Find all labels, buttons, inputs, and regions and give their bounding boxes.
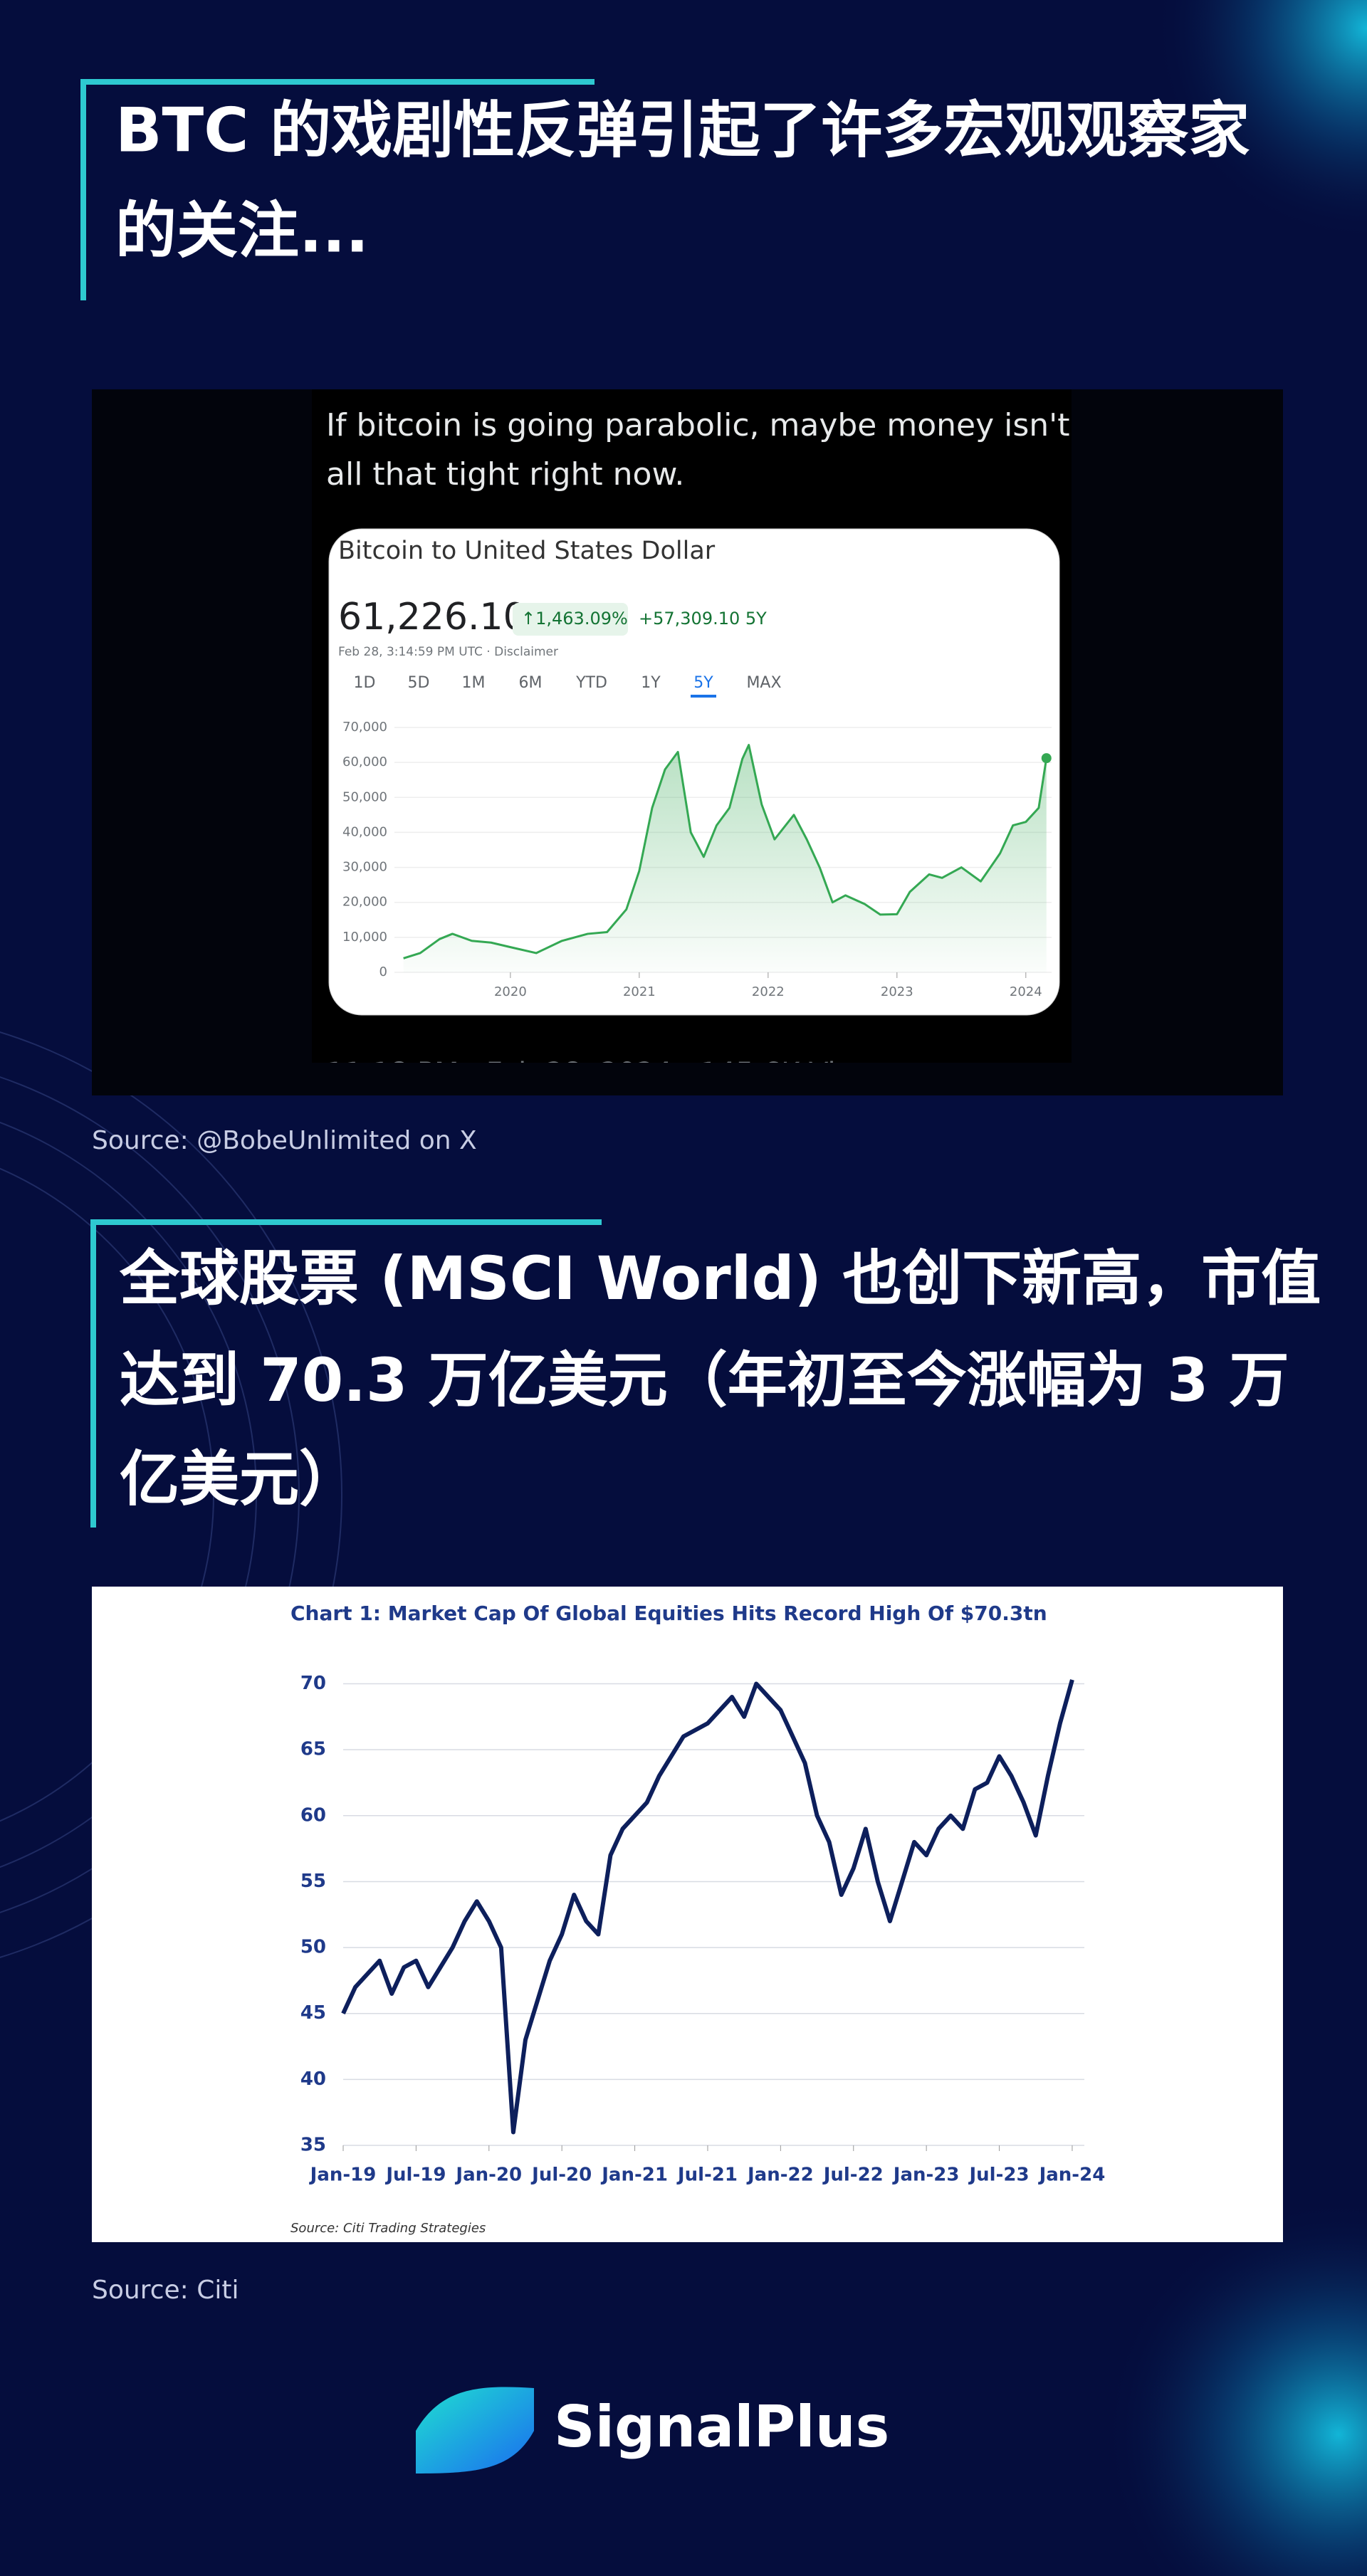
- heading: 达到 70.3 万亿美元（年初至今涨幅为 3 万: [120, 1345, 1289, 1415]
- y-tick-label: 50,000: [342, 789, 387, 804]
- heading: 的关注...: [115, 195, 369, 266]
- range-button: 1D: [354, 674, 376, 692]
- y-tick-label: 60,000: [342, 755, 387, 769]
- price: 61,226.10: [338, 596, 527, 638]
- y-tick-label: 20,000: [342, 895, 387, 910]
- range-button: 1Y: [641, 674, 661, 692]
- y-tick-label: 65: [300, 1739, 326, 1760]
- x-tick-label: Jul-19: [384, 2165, 446, 2186]
- x-tick-label: 2020: [494, 984, 527, 999]
- end-dot: [1041, 753, 1052, 764]
- source: Source: Citi: [92, 2276, 239, 2305]
- y-tick-label: 10,000: [342, 930, 387, 945]
- brand: SignalPlus: [554, 2394, 889, 2460]
- chart-note: Source: Citi Trading Strategies: [290, 2221, 486, 2236]
- heading: BTC 的戏剧性反弹引起了许多宏观观察家: [115, 95, 1250, 166]
- card: [328, 528, 1060, 1016]
- range-button: YTD: [575, 674, 607, 692]
- timestamp: Feb 28, 3:14:59 PM UTC · Disclaimer: [338, 645, 558, 659]
- y-tick-label: 60: [300, 1804, 326, 1826]
- x-tick-label: Jan-19: [309, 2165, 377, 2186]
- x-tick-label: Jan-24: [1038, 2165, 1106, 2186]
- x-tick-label: Jul-21: [676, 2165, 738, 2186]
- card-title: Bitcoin to United States Dollar: [338, 537, 716, 565]
- x-tick-label: 2022: [752, 984, 785, 999]
- tweet-text: all that tight right now.: [326, 456, 684, 493]
- change-pct: ↑1,463.09%: [521, 609, 628, 629]
- y-tick-label: 50: [300, 1937, 326, 1958]
- chart-title: Chart 1: Market Cap Of Global Equities H…: [290, 1602, 1047, 1625]
- tweet-text: If bitcoin is going parabolic, maybe mon…: [326, 407, 1069, 443]
- tweet: If bitcoin is going parabolic, maybe mon…: [312, 389, 1072, 1090]
- image-frame: [92, 1587, 1283, 2242]
- x-tick-label: 2024: [1010, 984, 1042, 999]
- range-button: 5Y: [693, 674, 713, 692]
- x-tick-label: Jul-20: [530, 2165, 592, 2186]
- change-abs: +57,309.10 5Y: [639, 609, 767, 629]
- heading-bracket: [90, 1219, 602, 1528]
- y-tick-label: 0: [379, 964, 387, 979]
- y-tick-label: 40,000: [342, 824, 387, 839]
- x-tick-label: Jan-23: [892, 2165, 960, 2186]
- range-button: MAX: [746, 674, 781, 692]
- heading-bracket: [80, 79, 595, 300]
- x-tick-label: 2021: [623, 984, 656, 999]
- source: Source: @BobeUnlimited on X: [92, 1126, 477, 1155]
- x-tick-label: Jan-20: [454, 2165, 522, 2186]
- badge: [513, 603, 628, 636]
- line: [341, 1679, 1074, 2135]
- x-tick-label: Jul-22: [822, 2165, 884, 2186]
- y-tick-label: 35: [300, 2135, 326, 2156]
- y-tick-label: 30,000: [342, 860, 387, 875]
- x-tick-label: Jul-23: [968, 2165, 1030, 2186]
- y-tick-label: 70,000: [342, 720, 387, 735]
- logo-icon: [416, 2387, 534, 2474]
- heading: 全球股票 (MSCI World) 也创下新高，市值: [119, 1244, 1321, 1313]
- glow: [1153, 0, 1367, 242]
- y-tick-label: 55: [300, 1871, 326, 1892]
- tweet-footer: 11:18 PM · Feb 28, 2024 · 145.6K Views: [326, 1057, 891, 1090]
- y-tick-label: 40: [300, 2068, 326, 2090]
- x-tick-label: 2023: [881, 984, 913, 999]
- line: [403, 744, 1048, 960]
- range-button: 6M: [519, 674, 543, 692]
- range-underline: [691, 695, 716, 698]
- range-button: 1M: [462, 674, 486, 692]
- arc-decor: [0, 1031, 342, 1958]
- y-tick-label: 70: [300, 1673, 326, 1694]
- heading: 亿美元）: [120, 1444, 359, 1514]
- y-tick-label: 45: [300, 2002, 326, 2024]
- glow: [1104, 2199, 1367, 2576]
- x-tick-label: Jan-22: [746, 2165, 814, 2186]
- x-tick-label: Jan-21: [600, 2165, 668, 2186]
- range-button: 5D: [408, 674, 430, 692]
